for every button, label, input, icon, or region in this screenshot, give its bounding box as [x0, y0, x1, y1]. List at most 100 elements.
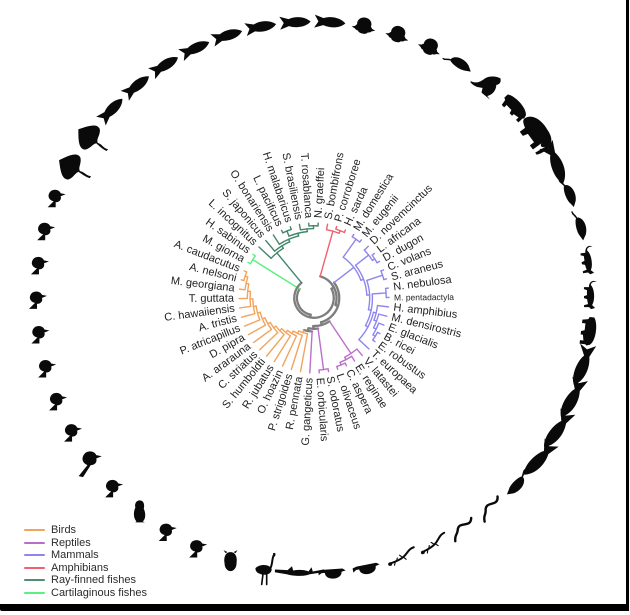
whale-shape	[544, 408, 576, 447]
bird-shape	[37, 222, 56, 241]
elephant-shape	[519, 116, 552, 155]
branch-h-sarda	[343, 229, 347, 234]
branch-p-corroboree	[335, 225, 338, 230]
s-brasiliensis-silhouette	[244, 21, 277, 37]
penguin-shape	[133, 500, 146, 523]
branch	[328, 320, 352, 355]
window-border-right	[626, 0, 629, 611]
branch-s-odoratus	[327, 368, 330, 373]
d-novemcinctus-silhouette	[501, 94, 526, 123]
h-amphibius-silhouette	[579, 316, 597, 346]
branch	[252, 259, 301, 290]
owl-shape	[233, 550, 238, 554]
branch-m-eugenii	[358, 239, 363, 243]
lizard-shape	[388, 562, 393, 566]
branch-m-densirostris	[378, 313, 388, 317]
clade-arc	[351, 236, 361, 243]
clade-arc	[366, 279, 371, 311]
fish-shape	[178, 41, 210, 61]
legend-swatch-amphibians	[24, 566, 45, 569]
l-incognitus-silhouette	[96, 98, 123, 126]
owl-shape	[224, 552, 237, 572]
clade-arc	[295, 287, 312, 316]
s-bombifrons-silhouette	[351, 17, 376, 34]
legend-label: Ray-finned fishes	[51, 574, 136, 586]
fish-shape	[244, 21, 277, 37]
branch-t-europaea	[358, 338, 370, 350]
m-domestica-silhouette	[442, 57, 471, 72]
clade-arc	[354, 264, 368, 296]
branch-c-aspera	[344, 362, 348, 367]
clade-arc	[249, 290, 252, 308]
branch	[333, 266, 355, 284]
legend-item-birds: Birds	[24, 524, 147, 537]
ray-shape	[78, 125, 100, 150]
t-europaea-silhouette	[506, 468, 526, 495]
branch-a-nelsoni	[240, 279, 245, 282]
rat-shape	[506, 476, 525, 495]
cat-shape	[580, 245, 595, 275]
parrot-shape	[78, 451, 102, 478]
branch-h-malabaricus	[289, 226, 292, 231]
branch-a-caudacutus	[243, 270, 248, 273]
branch-h-amphibius	[376, 304, 390, 308]
c-striatus-silhouette	[105, 479, 124, 498]
d-pipra-silhouette	[64, 424, 83, 442]
l-pacificus-silhouette	[178, 41, 210, 61]
s-odoratus-silhouette	[352, 562, 380, 575]
v-latastei-silhouette	[483, 495, 499, 523]
branch-a-ararauna	[252, 328, 273, 344]
branch-d-dugon	[376, 260, 381, 264]
branch-o-hoazin	[281, 335, 298, 367]
clade-arc	[363, 249, 374, 262]
clade-arc	[318, 368, 329, 371]
clade-arc	[364, 293, 374, 327]
clade-arc	[342, 256, 362, 281]
legend-label: Amphibians	[51, 561, 109, 574]
c-hawaiiensis-silhouette	[31, 326, 50, 344]
clade-arc	[319, 281, 341, 324]
branch-h-sabinus	[252, 253, 256, 257]
branch-s-bombifrons	[325, 223, 329, 231]
branch	[342, 238, 357, 258]
frog-shape	[351, 25, 358, 30]
m-densirostris-silhouette	[573, 343, 597, 386]
m-pentadactyla-silhouette	[583, 280, 597, 310]
whale-shape	[560, 376, 588, 417]
h-malabaricus-silhouette	[210, 29, 243, 47]
branch	[354, 254, 370, 266]
branch	[319, 230, 334, 278]
clade-arc	[344, 348, 358, 358]
r-pennata-silhouette	[255, 552, 276, 586]
whale-shape	[523, 438, 559, 475]
branch-m-giorna	[247, 261, 252, 265]
branch-e-glacialis	[378, 322, 385, 326]
quadruped-shape	[501, 94, 526, 123]
a-caudacutus-silhouette	[47, 189, 66, 208]
h-sarda-silhouette	[418, 38, 440, 55]
frog-shape	[388, 25, 406, 43]
rat-shape	[571, 211, 578, 220]
a-nelsoni-silhouette	[37, 222, 56, 241]
frog-shape	[369, 27, 376, 32]
b-ricei-silhouette	[544, 408, 576, 447]
clade-arc	[384, 287, 387, 299]
ray-shape	[96, 142, 109, 151]
clade-arc	[302, 328, 314, 333]
rat-shape	[575, 217, 587, 241]
fish-shape	[96, 98, 123, 126]
rat-shape	[521, 468, 526, 478]
branch-c-volans	[380, 269, 385, 272]
branch	[286, 230, 290, 237]
clade-arc	[371, 254, 378, 264]
branch-c-striatus	[258, 331, 279, 351]
branch	[276, 252, 303, 284]
bird-shape	[38, 360, 57, 378]
legend-item-cartilaginous-fishes: Cartilaginous fishes	[24, 587, 147, 600]
branch-l-pacificus	[280, 229, 284, 234]
e-orbicularis-silhouette	[318, 568, 346, 579]
ray-shape	[78, 171, 91, 179]
fish-shape	[120, 76, 149, 101]
cat-shape	[583, 280, 597, 310]
